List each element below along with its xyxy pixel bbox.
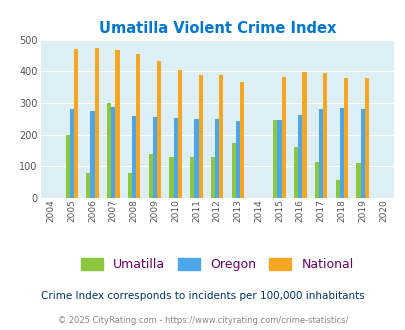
Bar bbox=[111, 107, 115, 198]
Bar bbox=[360, 109, 364, 198]
Bar bbox=[169, 157, 173, 198]
Bar bbox=[107, 103, 111, 198]
Bar bbox=[356, 163, 360, 198]
Bar bbox=[136, 54, 140, 198]
Bar bbox=[190, 157, 194, 198]
Bar bbox=[231, 143, 235, 198]
Bar bbox=[157, 61, 161, 198]
Bar bbox=[215, 119, 219, 198]
Title: Umatilla Violent Crime Index: Umatilla Violent Crime Index bbox=[98, 21, 335, 36]
Bar bbox=[90, 111, 94, 198]
Bar bbox=[70, 109, 74, 198]
Bar bbox=[65, 135, 70, 198]
Bar bbox=[235, 121, 239, 198]
Bar bbox=[115, 50, 119, 198]
Bar bbox=[74, 50, 78, 198]
Bar bbox=[132, 115, 136, 198]
Bar bbox=[339, 108, 343, 198]
Bar bbox=[314, 162, 318, 198]
Bar bbox=[318, 109, 322, 198]
Bar bbox=[281, 77, 285, 198]
Bar bbox=[293, 147, 298, 198]
Bar bbox=[364, 78, 368, 198]
Bar bbox=[211, 157, 215, 198]
Bar bbox=[273, 120, 277, 198]
Text: © 2025 CityRating.com - https://www.cityrating.com/crime-statistics/: © 2025 CityRating.com - https://www.city… bbox=[58, 316, 347, 325]
Bar bbox=[148, 154, 152, 198]
Bar bbox=[173, 117, 177, 198]
Bar bbox=[128, 173, 132, 198]
Bar bbox=[335, 180, 339, 198]
Bar bbox=[343, 78, 347, 198]
Bar bbox=[277, 120, 281, 198]
Bar bbox=[194, 119, 198, 198]
Bar bbox=[177, 70, 181, 198]
Legend: Umatilla, Oregon, National: Umatilla, Oregon, National bbox=[75, 252, 359, 278]
Bar bbox=[86, 173, 90, 198]
Bar bbox=[94, 49, 98, 198]
Bar bbox=[239, 82, 244, 198]
Bar bbox=[152, 116, 157, 198]
Bar bbox=[219, 75, 223, 198]
Bar bbox=[302, 72, 306, 198]
Bar bbox=[322, 73, 326, 198]
Bar bbox=[198, 75, 202, 198]
Bar bbox=[298, 115, 302, 198]
Text: Crime Index corresponds to incidents per 100,000 inhabitants: Crime Index corresponds to incidents per… bbox=[41, 291, 364, 301]
